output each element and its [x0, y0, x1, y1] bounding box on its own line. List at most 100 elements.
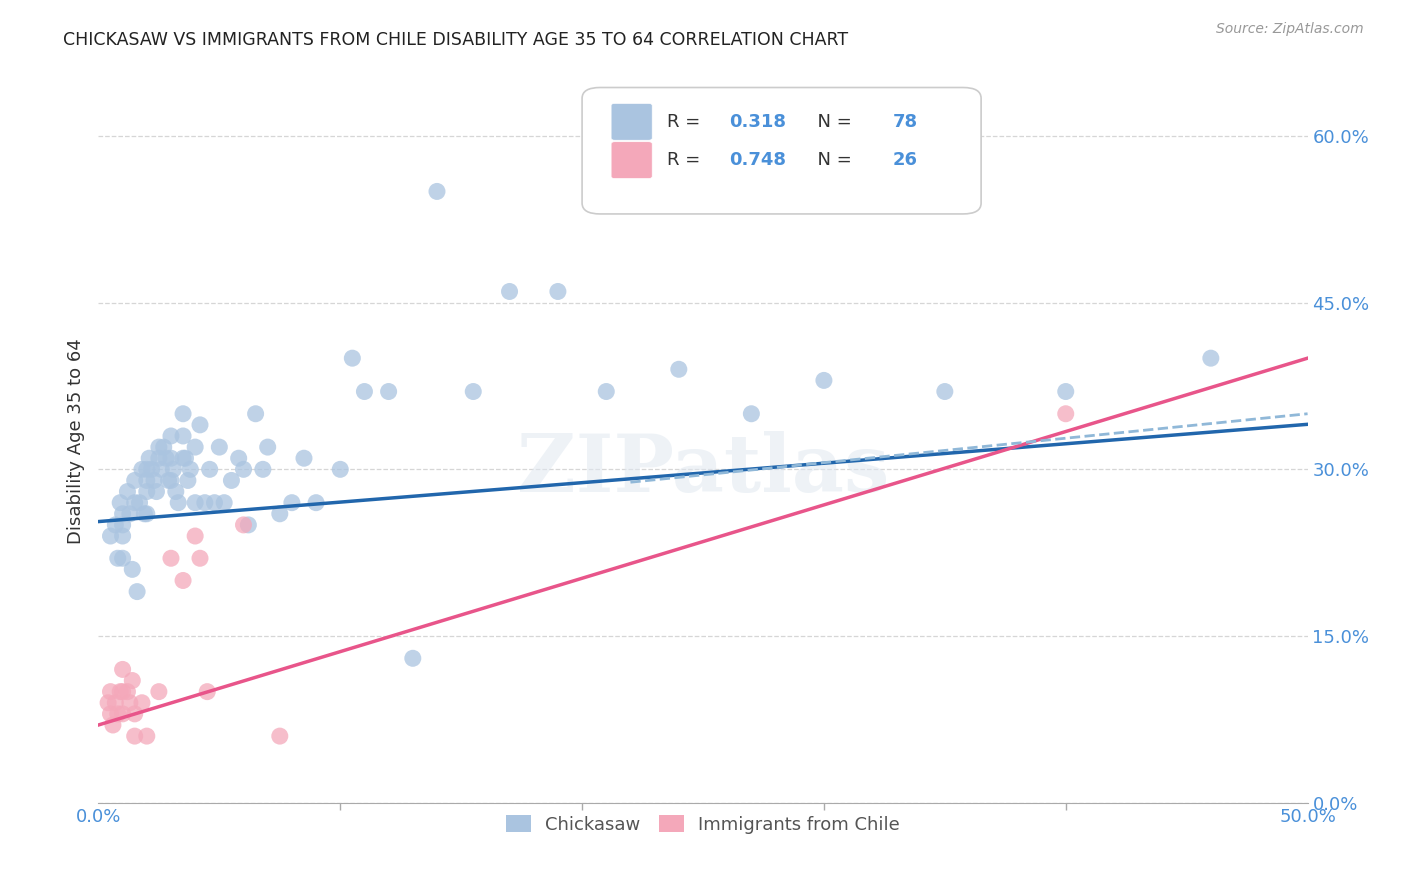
- Point: [135, 484, 157, 499]
- Point: [174, 451, 197, 466]
- Point: [668, 362, 690, 376]
- Point: [208, 440, 231, 454]
- Point: [143, 474, 166, 488]
- Point: [194, 496, 217, 510]
- Text: 26: 26: [893, 151, 918, 169]
- Point: [131, 696, 153, 710]
- Point: [138, 451, 160, 466]
- Point: [131, 462, 153, 476]
- Text: 0.748: 0.748: [730, 151, 786, 169]
- Point: [108, 496, 131, 510]
- Point: [104, 696, 127, 710]
- Point: [813, 373, 835, 387]
- Point: [155, 451, 177, 466]
- Point: [121, 673, 143, 688]
- Point: [172, 451, 194, 466]
- Point: [117, 684, 139, 698]
- Point: [141, 462, 163, 476]
- Point: [179, 462, 201, 476]
- Point: [269, 507, 291, 521]
- Point: [172, 429, 194, 443]
- Point: [547, 285, 569, 299]
- Point: [740, 407, 762, 421]
- Text: 78: 78: [893, 112, 918, 131]
- Point: [111, 529, 134, 543]
- Point: [134, 507, 156, 521]
- Point: [167, 496, 190, 510]
- Point: [107, 706, 129, 721]
- Point: [124, 474, 146, 488]
- Point: [353, 384, 375, 399]
- Point: [111, 517, 134, 532]
- Point: [329, 462, 352, 476]
- Y-axis label: Disability Age 35 to 64: Disability Age 35 to 64: [66, 339, 84, 544]
- Point: [252, 462, 274, 476]
- Point: [117, 484, 139, 499]
- Point: [148, 440, 170, 454]
- Point: [292, 451, 315, 466]
- Point: [100, 529, 122, 543]
- Point: [101, 718, 124, 732]
- Point: [111, 684, 134, 698]
- Point: [97, 696, 120, 710]
- Point: [198, 462, 221, 476]
- Point: [172, 574, 194, 588]
- Point: [157, 474, 180, 488]
- Point: [463, 384, 485, 399]
- FancyBboxPatch shape: [612, 103, 652, 140]
- Point: [100, 706, 122, 721]
- Text: Source: ZipAtlas.com: Source: ZipAtlas.com: [1216, 22, 1364, 37]
- Point: [228, 451, 250, 466]
- Point: [118, 696, 141, 710]
- Point: [402, 651, 425, 665]
- Point: [118, 507, 141, 521]
- Point: [150, 462, 173, 476]
- Point: [124, 729, 146, 743]
- Point: [305, 496, 328, 510]
- Point: [172, 407, 194, 421]
- Point: [188, 551, 211, 566]
- Point: [108, 684, 131, 698]
- Point: [121, 562, 143, 576]
- Point: [212, 496, 235, 510]
- Point: [160, 429, 183, 443]
- Point: [238, 517, 260, 532]
- Point: [160, 451, 183, 466]
- Point: [135, 462, 157, 476]
- FancyBboxPatch shape: [612, 142, 652, 178]
- Point: [184, 529, 207, 543]
- Point: [281, 496, 304, 510]
- Point: [135, 729, 157, 743]
- Point: [426, 185, 449, 199]
- Point: [188, 417, 211, 432]
- Point: [107, 551, 129, 566]
- Point: [232, 462, 254, 476]
- Point: [135, 507, 157, 521]
- Point: [160, 551, 183, 566]
- Point: [184, 440, 207, 454]
- Point: [148, 684, 170, 698]
- Point: [498, 285, 520, 299]
- Point: [377, 384, 399, 399]
- Legend: Chickasaw, Immigrants from Chile: Chickasaw, Immigrants from Chile: [499, 807, 907, 841]
- Point: [100, 684, 122, 698]
- Point: [245, 407, 267, 421]
- Point: [232, 517, 254, 532]
- Point: [177, 474, 200, 488]
- Point: [145, 484, 167, 499]
- Point: [204, 496, 226, 510]
- Point: [127, 584, 149, 599]
- Point: [595, 384, 617, 399]
- Point: [128, 496, 150, 510]
- Point: [104, 517, 127, 532]
- FancyBboxPatch shape: [582, 87, 981, 214]
- Text: R =: R =: [666, 151, 706, 169]
- Point: [342, 351, 364, 366]
- Text: CHICKASAW VS IMMIGRANTS FROM CHILE DISABILITY AGE 35 TO 64 CORRELATION CHART: CHICKASAW VS IMMIGRANTS FROM CHILE DISAB…: [63, 31, 848, 49]
- Point: [124, 706, 146, 721]
- Text: 0.318: 0.318: [730, 112, 786, 131]
- Point: [269, 729, 291, 743]
- Point: [195, 684, 218, 698]
- Text: R =: R =: [666, 112, 706, 131]
- Point: [184, 496, 207, 510]
